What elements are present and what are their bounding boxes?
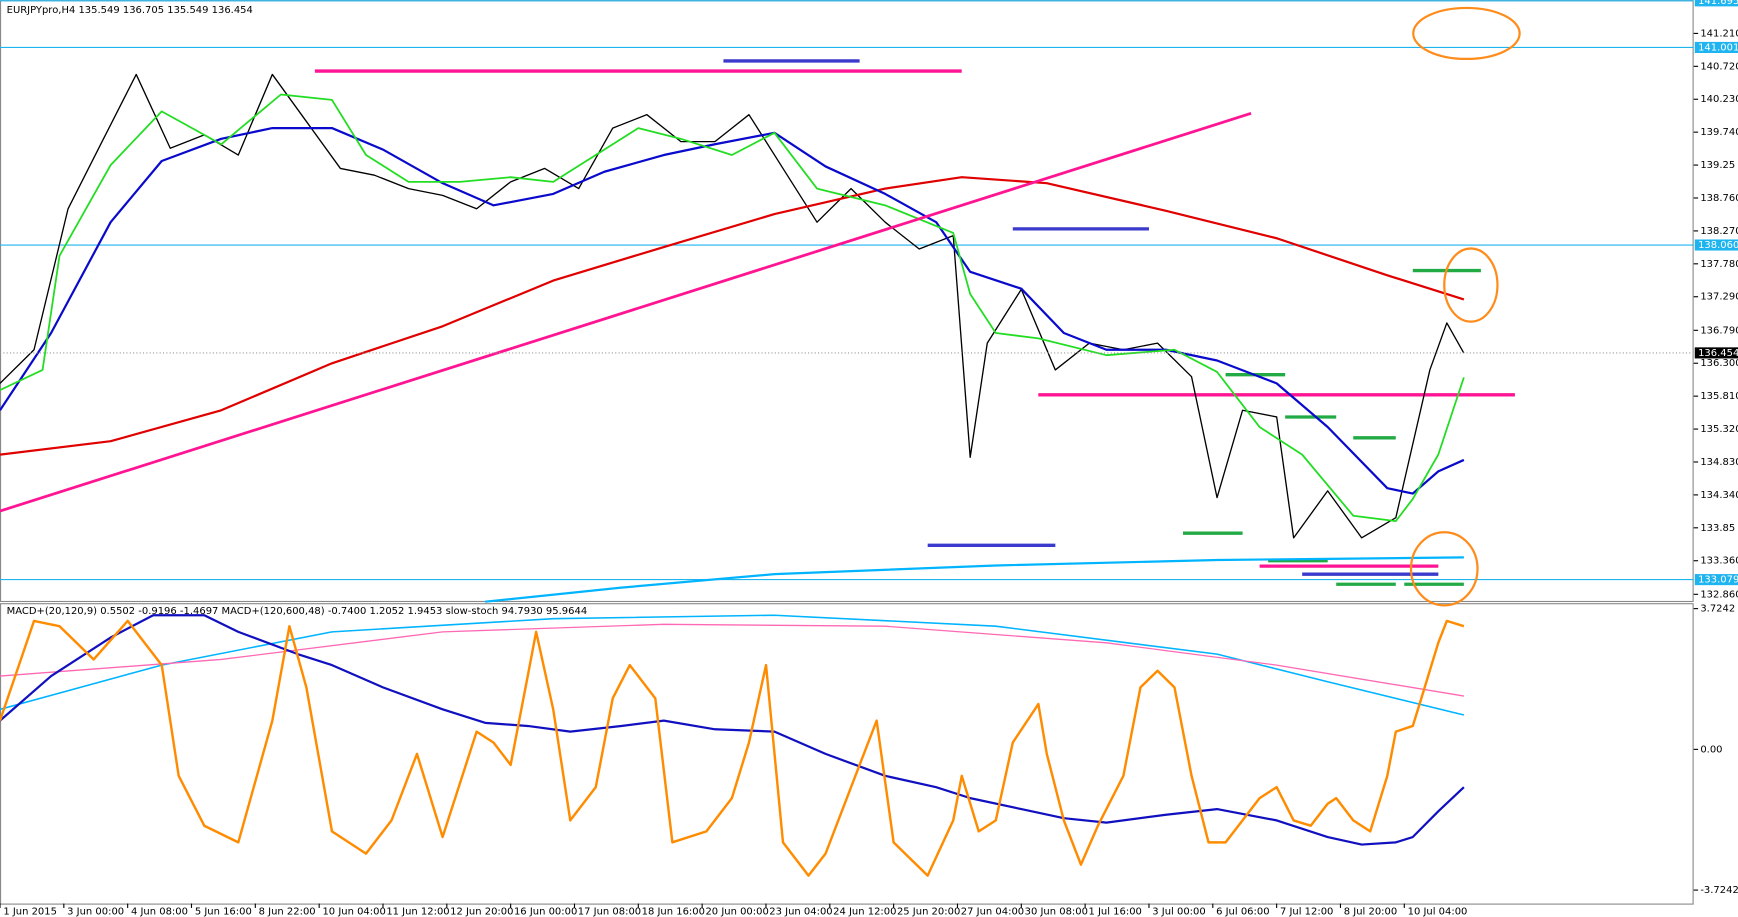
y-tick-label: 139.740 [1700,127,1738,138]
series-line [0,126,1465,495]
series-line [0,93,1465,523]
sub-title: MACD+(20,120,9) 0.5502 -0.9196 -1.4697 M… [7,606,588,617]
y-tick-label: 0.00 [1700,744,1722,755]
x-tick-label: 1 Jul 16:00 [1088,906,1141,917]
x-tick-label: 6 Jul 06:00 [1216,906,1269,917]
x-tick-label: 11 Jun 12:00 [386,906,449,917]
x-tick-label: 24 Jun 12:00 [833,906,896,917]
x-tick-label: 3 Jun 00:00 [67,906,124,917]
y-tick-label: 137.780 [1700,259,1738,270]
x-tick-label: 23 Jun 04:00 [769,906,832,917]
series-line [0,176,1465,456]
level-label: 141.695 [1698,0,1738,7]
level-label-bg [1694,41,1738,54]
y-tick-label: 133.85 [1700,523,1735,534]
level-label: 138.060 [1698,240,1738,251]
highlight-ellipse [1412,6,1521,61]
x-tick-label: 25 Jun 20:00 [897,906,960,917]
y-tick-label: 139.25 [1700,160,1735,171]
y-tick-label: 138.270 [1700,226,1738,237]
x-tick-label: 27 Jun 04:00 [961,906,1024,917]
y-tick-label: 135.320 [1700,424,1738,435]
x-tick-label: 7 Jul 12:00 [1280,906,1333,917]
y-tick-label: 141.210 [1700,28,1738,39]
series-line [0,623,1464,697]
x-tick-label: 18 Jun 16:00 [642,906,705,917]
series-line [0,619,1465,877]
sub-frame [0,603,1694,905]
y-tick-label: 3.7242 [1700,604,1735,615]
x-tick-label: 8 Jul 20:00 [1344,906,1397,917]
level-label: 141.001 [1698,42,1738,53]
y-tick-label: 136.790 [1700,325,1738,336]
x-tick-label: 4 Jun 08:00 [131,906,188,917]
main-title: EURJPYpro,H4 135.549 136.705 135.549 136… [7,5,253,16]
series-line [0,73,1465,539]
y-tick-label: 137.290 [1700,292,1738,303]
current-price-label: 136.454 [1698,348,1738,359]
x-tick-label: 8 Jun 22:00 [259,906,316,917]
x-tick-label: 1 Jun 2015 [3,906,57,917]
y-tick-label: 138.760 [1700,193,1738,204]
series-line [485,556,1464,603]
level-label: 133.079 [1698,575,1738,586]
y-tick-label: 134.830 [1700,457,1738,468]
x-tick-label: 3 Jul 00:00 [1152,906,1205,917]
x-tick-label: 17 Jun 08:00 [578,906,641,917]
y-tick-label: -3.7242 [1700,885,1738,896]
x-tick-label: 5 Jun 16:00 [195,906,252,917]
x-tick-label: 16 Jun 00:00 [514,906,577,917]
level-label-bg [1694,574,1738,586]
level-label-bg [1694,239,1738,251]
y-tick-label: 136.300 [1700,358,1738,369]
highlight-ellipse [1409,531,1479,607]
y-tick-label: 134.340 [1700,490,1738,501]
highlight-ellipse [1443,247,1499,323]
y-tick-label: 140.230 [1700,94,1738,105]
y-tick-label: 135.810 [1700,391,1738,402]
current-price-bg [1694,347,1738,359]
series-line [0,614,1465,716]
x-tick-label: 12 Jun 20:00 [450,906,513,917]
x-tick-label: 20 Jun 00:00 [705,906,768,917]
x-tick-label: 30 Jun 08:00 [1025,906,1088,917]
level-label-bg [1694,0,1738,7]
x-tick-label: 10 Jul 04:00 [1408,906,1468,917]
series-line [0,614,1465,846]
y-tick-label: 133.360 [1700,556,1738,567]
y-tick-label: 140.720 [1700,61,1738,72]
series-line [0,112,1252,513]
main-frame [0,0,1694,603]
y-tick-label: 132.860 [1700,589,1738,600]
x-tick-label: 10 Jun 04:00 [322,906,385,917]
